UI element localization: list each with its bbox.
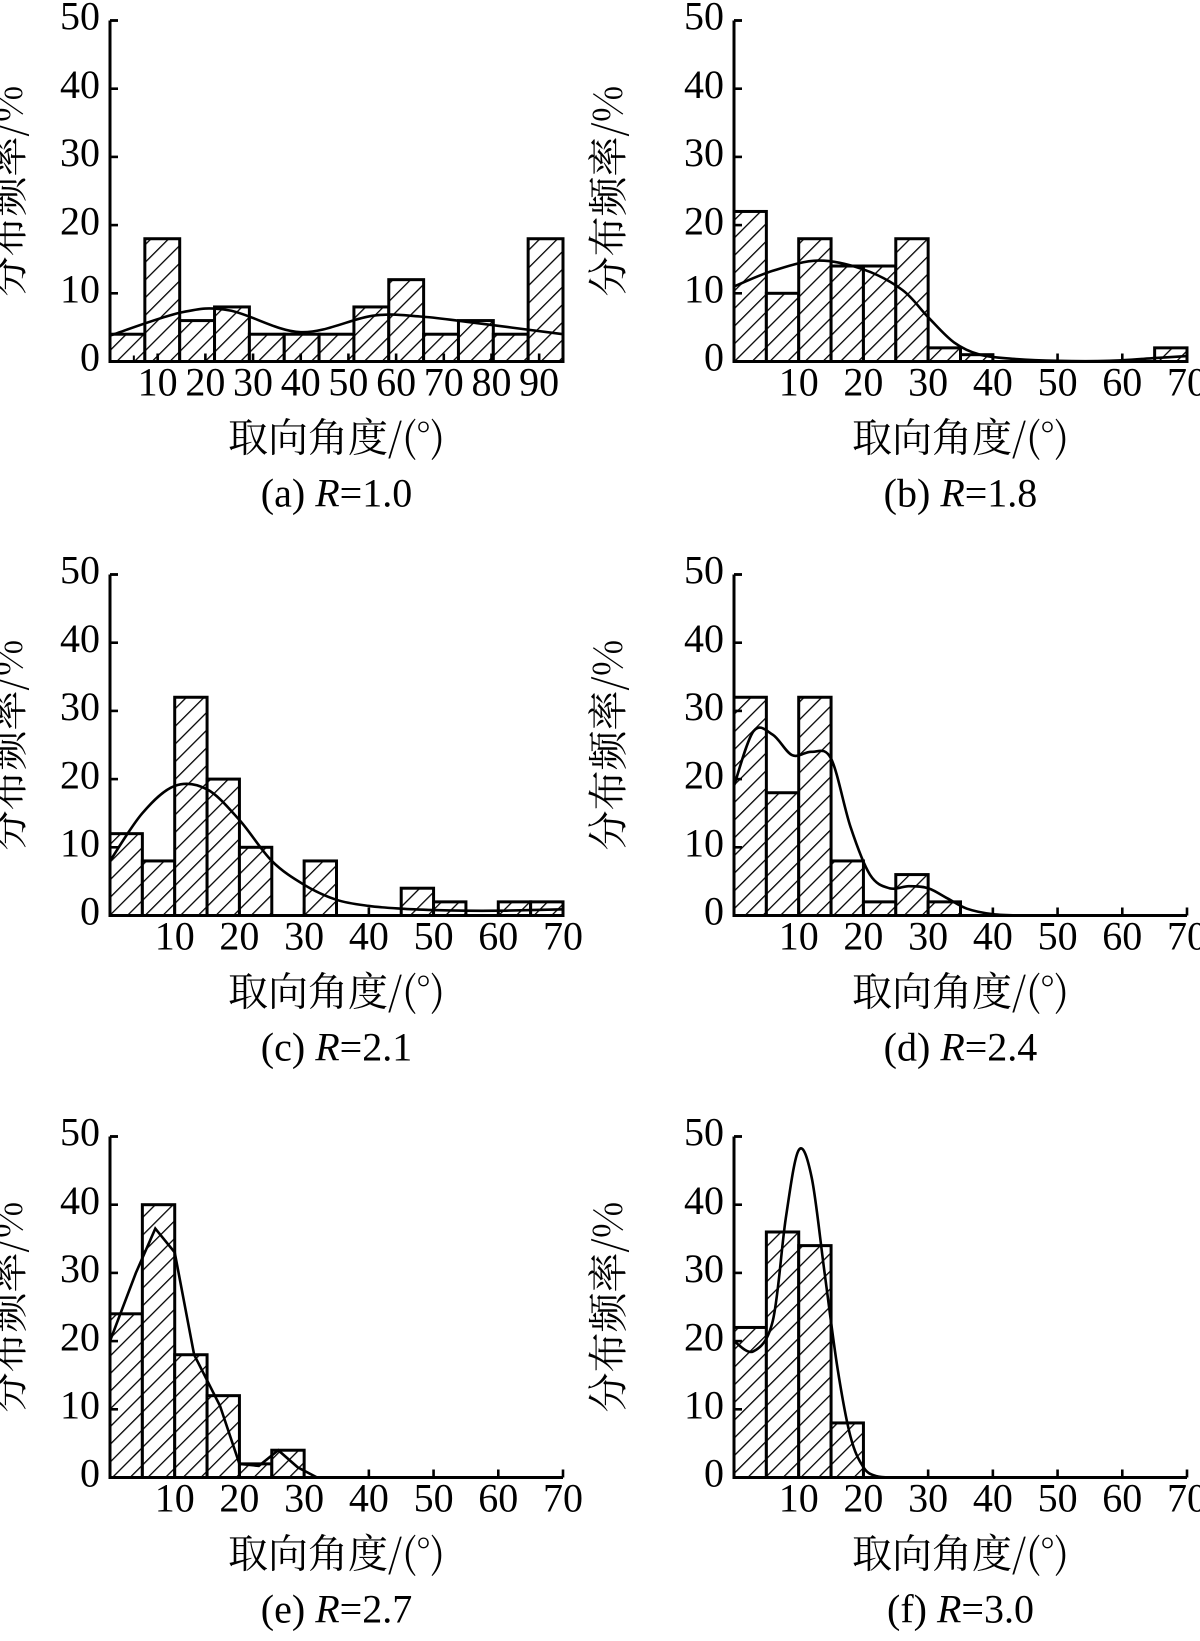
svg-text:20: 20 [684, 1314, 724, 1359]
svg-text:50: 50 [684, 1110, 724, 1155]
svg-text:30: 30 [60, 130, 100, 175]
svg-text:20: 20 [684, 752, 724, 797]
svg-text:取向角度/(°): 取向角度/(°) [852, 961, 1069, 1018]
svg-text:10: 10 [60, 1382, 100, 1427]
svg-text:30: 30 [908, 914, 948, 959]
svg-text:10: 10 [684, 266, 724, 311]
svg-text:(b) R=1.8: (b) R=1.8 [884, 471, 1038, 516]
svg-text:20: 20 [219, 914, 259, 959]
svg-text:30: 30 [60, 684, 100, 729]
svg-text:0: 0 [80, 335, 100, 380]
svg-text:10: 10 [155, 1476, 195, 1521]
svg-text:(f) R=3.0: (f) R=3.0 [887, 1587, 1034, 1632]
svg-text:20: 20 [843, 360, 883, 405]
svg-text:10: 10 [779, 914, 819, 959]
svg-text:20: 20 [684, 198, 724, 243]
svg-text:取向角度/(°): 取向角度/(°) [228, 407, 445, 464]
svg-text:50: 50 [328, 360, 368, 405]
svg-text:50: 50 [60, 548, 100, 593]
svg-text:40: 40 [973, 1476, 1013, 1521]
svg-text:(c) R=2.1: (c) R=2.1 [261, 1025, 412, 1070]
svg-text:30: 30 [284, 914, 324, 959]
svg-text:(e) R=2.7: (e) R=2.7 [261, 1587, 412, 1632]
svg-text:40: 40 [684, 1178, 724, 1223]
svg-text:60: 60 [478, 914, 518, 959]
svg-text:30: 30 [908, 360, 948, 405]
svg-text:40: 40 [281, 360, 321, 405]
svg-text:50: 50 [60, 0, 100, 39]
svg-text:70: 70 [543, 914, 583, 959]
svg-text:(d) R=2.4: (d) R=2.4 [884, 1025, 1038, 1070]
svg-text:30: 30 [233, 360, 273, 405]
svg-text:20: 20 [843, 1476, 883, 1521]
svg-text:分布频率/%: 分布频率/% [0, 1202, 34, 1413]
svg-text:40: 40 [349, 914, 389, 959]
svg-text:分布频率/%: 分布频率/% [577, 86, 634, 297]
svg-text:40: 40 [60, 1178, 100, 1223]
svg-text:30: 30 [684, 684, 724, 729]
svg-text:30: 30 [684, 1246, 724, 1291]
svg-text:10: 10 [779, 1476, 819, 1521]
svg-text:30: 30 [908, 1476, 948, 1521]
svg-text:50: 50 [684, 0, 724, 39]
svg-text:30: 30 [684, 130, 724, 175]
svg-text:20: 20 [185, 360, 225, 405]
svg-text:10: 10 [684, 1382, 724, 1427]
svg-text:20: 20 [843, 914, 883, 959]
svg-text:30: 30 [284, 1476, 324, 1521]
svg-text:分布频率/%: 分布频率/% [0, 640, 34, 851]
svg-text:10: 10 [60, 266, 100, 311]
svg-text:50: 50 [60, 1110, 100, 1155]
svg-text:70: 70 [543, 1476, 583, 1521]
svg-text:50: 50 [1038, 360, 1078, 405]
svg-text:70: 70 [1167, 360, 1200, 405]
svg-text:10: 10 [155, 914, 195, 959]
svg-text:80: 80 [471, 360, 511, 405]
svg-text:20: 20 [60, 752, 100, 797]
svg-text:分布频率/%: 分布频率/% [577, 1202, 634, 1413]
svg-text:取向角度/(°): 取向角度/(°) [228, 961, 445, 1018]
svg-text:(a) R=1.0: (a) R=1.0 [261, 471, 412, 516]
svg-text:40: 40 [684, 616, 724, 661]
svg-text:10: 10 [779, 360, 819, 405]
svg-text:40: 40 [973, 360, 1013, 405]
svg-text:50: 50 [1038, 1476, 1078, 1521]
svg-text:50: 50 [1038, 914, 1078, 959]
svg-text:40: 40 [60, 62, 100, 107]
svg-text:10: 10 [60, 820, 100, 865]
svg-text:70: 70 [1167, 914, 1200, 959]
svg-text:10: 10 [684, 820, 724, 865]
svg-text:60: 60 [478, 1476, 518, 1521]
svg-text:40: 40 [349, 1476, 389, 1521]
svg-text:60: 60 [376, 360, 416, 405]
svg-text:0: 0 [80, 1451, 100, 1496]
svg-text:60: 60 [1102, 914, 1142, 959]
svg-text:0: 0 [80, 889, 100, 934]
svg-text:30: 30 [60, 1246, 100, 1291]
svg-text:70: 70 [424, 360, 464, 405]
svg-text:40: 40 [60, 616, 100, 661]
svg-text:40: 40 [973, 914, 1013, 959]
svg-text:20: 20 [219, 1476, 259, 1521]
svg-text:50: 50 [414, 1476, 454, 1521]
svg-text:取向角度/(°): 取向角度/(°) [852, 407, 1069, 464]
svg-text:取向角度/(°): 取向角度/(°) [228, 1523, 445, 1580]
svg-text:60: 60 [1102, 1476, 1142, 1521]
svg-text:取向角度/(°): 取向角度/(°) [852, 1523, 1069, 1580]
svg-text:60: 60 [1102, 360, 1142, 405]
svg-text:40: 40 [684, 62, 724, 107]
svg-text:20: 20 [60, 198, 100, 243]
svg-text:10: 10 [138, 360, 178, 405]
svg-text:0: 0 [704, 335, 724, 380]
svg-text:0: 0 [704, 889, 724, 934]
svg-text:50: 50 [414, 914, 454, 959]
svg-text:90: 90 [519, 360, 559, 405]
svg-text:70: 70 [1167, 1476, 1200, 1521]
svg-text:20: 20 [60, 1314, 100, 1359]
svg-text:分布频率/%: 分布频率/% [0, 86, 34, 297]
svg-text:分布频率/%: 分布频率/% [577, 640, 634, 851]
svg-text:0: 0 [704, 1451, 724, 1496]
svg-text:50: 50 [684, 548, 724, 593]
